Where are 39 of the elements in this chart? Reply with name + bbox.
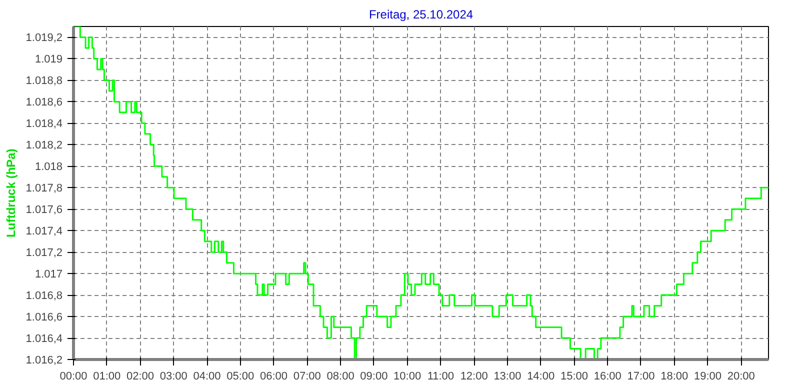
x-tick-label: 09:00	[360, 370, 388, 382]
x-tick-label: 06:00	[260, 370, 288, 382]
y-axis-title: Luftdruck (hPa)	[4, 148, 18, 238]
x-tick-label: 08:00	[326, 370, 354, 382]
y-tick-label: 1.018,6	[26, 96, 62, 109]
x-tick-label: 18:00	[660, 370, 688, 382]
y-tick-label: 1.019,2	[26, 32, 62, 44]
x-tick-label: 19:00	[694, 370, 722, 382]
x-tick-label: 11:00	[427, 370, 454, 382]
y-tick-label: 1.018	[34, 161, 63, 174]
x-tick-label: 07:00	[293, 370, 321, 382]
y-tick-label: 1.017,4	[26, 226, 62, 238]
x-tick-label: 20:00	[727, 370, 755, 382]
x-tick-label: 14:00	[527, 370, 555, 382]
x-tick-label: 03:00	[160, 370, 188, 382]
x-tick-label: 00:00	[60, 370, 88, 382]
y-tick-label: 1.017,6	[26, 204, 62, 216]
y-tick-label: 1.017	[34, 268, 63, 281]
x-tick-label: 10:00	[394, 370, 422, 382]
y-tick-label: 1.016,8	[26, 290, 62, 302]
y-tick-label: 1.018,2	[26, 140, 62, 152]
x-tick-label: 04:00	[193, 370, 221, 382]
x-tick-label: 16:00	[594, 370, 622, 382]
x-tick-label: 02:00	[126, 370, 154, 382]
x-tick-label: 01:00	[93, 370, 121, 382]
x-tick-label: 17:00	[627, 370, 655, 382]
y-tick-label: 1.017,2	[26, 247, 62, 260]
x-tick-label: 13:00	[494, 370, 522, 382]
chart-title: Freitag, 25.10.2024	[368, 8, 474, 22]
y-tick-label: 1.018,8	[26, 75, 62, 88]
y-tick-label: 1.018,4	[26, 118, 62, 130]
x-tick-label: 05:00	[226, 370, 254, 382]
x-tick-label: 15:00	[560, 370, 588, 382]
y-tick-label: 1.017,8	[26, 182, 62, 195]
y-tick-label: 1.016,6	[26, 312, 62, 324]
x-tick-label: 12:00	[460, 370, 488, 382]
y-tick-label: 1.019	[34, 54, 63, 66]
y-tick-label: 1.016,2	[26, 354, 62, 366]
y-tick-label: 1.016,4	[26, 333, 62, 346]
